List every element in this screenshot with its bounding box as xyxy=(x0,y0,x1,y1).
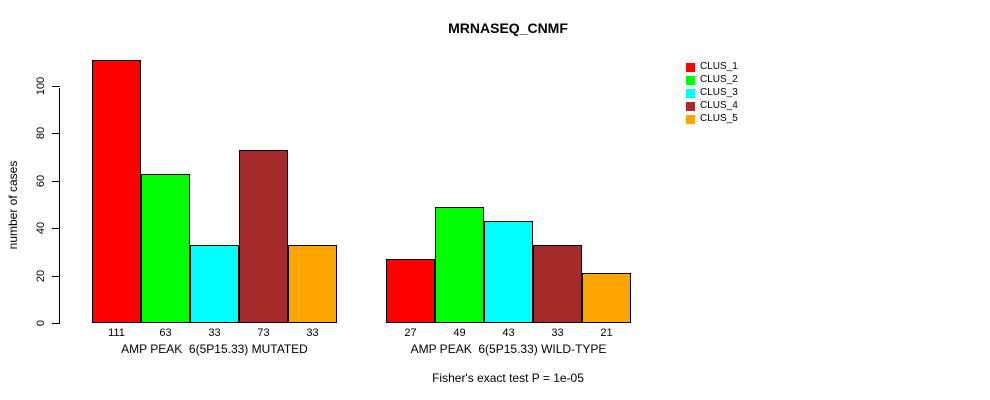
bar-value-label-clus_4-group1: 73 xyxy=(257,327,270,339)
legend: CLUS_1 CLUS_2 CLUS_3 CLUS_4 CLUS_5 xyxy=(686,62,738,124)
y-tick-label-80: 80 xyxy=(35,127,47,140)
y-tick-label-100: 100 xyxy=(35,76,47,96)
bar-value-label-clus_1-group2: 27 xyxy=(404,327,417,339)
bar-clus_2-group1 xyxy=(141,174,190,323)
legend-label-clus_1: CLUS_1 xyxy=(700,61,738,72)
bar-value-label-clus_3-group1: 33 xyxy=(208,327,221,339)
y-axis-line xyxy=(59,88,60,324)
bar-value-label-clus_3-group2: 43 xyxy=(502,327,515,339)
legend-swatch-clus_2 xyxy=(686,75,695,85)
y-tick-20 xyxy=(52,275,60,277)
y-tick-0 xyxy=(52,323,60,324)
bar-value-label-clus_5-group2: 21 xyxy=(600,327,613,339)
bar-value-label-clus_4-group2: 33 xyxy=(551,327,564,339)
bar-value-label-clus_1-group1: 111 xyxy=(108,327,125,339)
y-tick-label-20: 20 xyxy=(35,269,47,282)
bar-value-label-clus_2-group2: 49 xyxy=(453,327,466,339)
legend-item-clus_5: CLUS_5 xyxy=(686,114,738,124)
bar-clus_1-group1 xyxy=(92,60,141,323)
y-tick-80 xyxy=(52,133,60,135)
bar-clus_5-group2 xyxy=(582,273,631,323)
y-tick-100 xyxy=(52,86,60,87)
legend-item-clus_1: CLUS_1 xyxy=(686,62,738,72)
x-group-label-2: AMP PEAK 6(5P15.33) WILD-TYPE xyxy=(410,342,607,356)
legend-swatch-clus_1 xyxy=(686,62,695,72)
bar-clus_4-group1 xyxy=(239,150,288,323)
fisher-test-annotation: Fisher's exact test P = 1e-05 xyxy=(432,371,584,385)
bar-value-label-clus_5-group1: 33 xyxy=(306,327,319,339)
y-tick-60 xyxy=(52,180,60,182)
legend-swatch-clus_3 xyxy=(686,88,695,98)
legend-label-clus_4: CLUS_4 xyxy=(700,100,738,111)
y-tick-label-0: 0 xyxy=(35,319,47,327)
bar-clus_3-group1 xyxy=(190,245,239,323)
bar-clus_3-group2 xyxy=(484,221,533,323)
y-tick-40 xyxy=(52,228,60,230)
legend-item-clus_4: CLUS_4 xyxy=(686,101,738,111)
bar-clus_5-group1 xyxy=(288,245,337,323)
bar-clus_4-group2 xyxy=(533,245,582,323)
y-tick-label-40: 40 xyxy=(35,222,47,235)
legend-swatch-clus_5 xyxy=(686,114,695,124)
bar-clus_2-group2 xyxy=(435,207,484,323)
legend-label-clus_3: CLUS_3 xyxy=(700,87,738,98)
y-tick-label-60: 60 xyxy=(35,174,47,187)
bar-value-label-clus_2-group1: 63 xyxy=(159,327,172,339)
chart-title: MRNASEQ_CNMF xyxy=(448,20,568,36)
legend-label-clus_2: CLUS_2 xyxy=(700,74,738,85)
bar-clus_1-group2 xyxy=(386,259,435,323)
legend-label-clus_5: CLUS_5 xyxy=(700,113,738,124)
x-group-label-1: AMP PEAK 6(5P15.33) MUTATED xyxy=(121,342,308,356)
legend-swatch-clus_4 xyxy=(686,101,695,111)
y-axis-label: number of cases xyxy=(6,160,20,250)
legend-item-clus_3: CLUS_3 xyxy=(686,88,738,98)
legend-item-clus_2: CLUS_2 xyxy=(686,75,738,85)
